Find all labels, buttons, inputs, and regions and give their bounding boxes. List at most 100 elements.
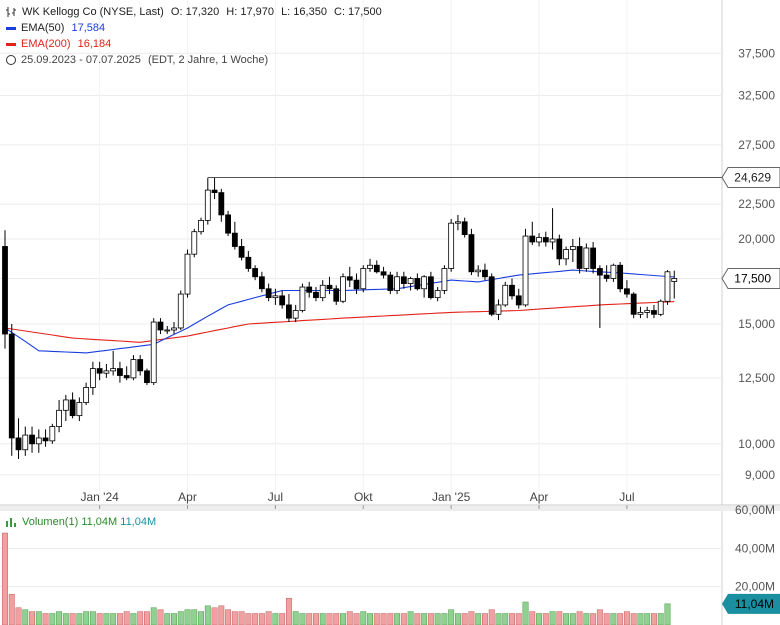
candle-body xyxy=(434,290,441,299)
volume-bar xyxy=(245,613,252,625)
volume-bar xyxy=(367,613,373,625)
volume-bar xyxy=(313,613,319,625)
candle-body xyxy=(529,235,536,243)
volume-bar xyxy=(258,613,265,625)
volume-bar xyxy=(42,613,49,625)
volume-bar xyxy=(509,613,515,625)
ema200-label: EMA(200) xyxy=(21,38,71,50)
candle-body xyxy=(117,368,123,376)
close-value: C: 17,500 xyxy=(334,6,382,18)
volume-tick-label: 60,00M xyxy=(735,503,775,517)
candle-body xyxy=(69,399,76,417)
candle-body xyxy=(252,268,259,278)
time-tick-label: Jul xyxy=(268,490,283,504)
candle-body xyxy=(326,284,333,290)
volume-bar xyxy=(495,613,502,625)
candle-body xyxy=(407,278,414,284)
volume-bar xyxy=(279,613,286,625)
volume-current-label: 11,04M xyxy=(735,597,774,611)
volume-bar xyxy=(110,613,117,625)
volume-bar xyxy=(421,613,428,625)
candle-body xyxy=(583,247,590,269)
volume-bar xyxy=(488,609,495,625)
volume-bar xyxy=(623,611,630,625)
candle-body xyxy=(441,268,448,291)
volume-bar xyxy=(130,613,137,625)
candle-body xyxy=(272,295,279,299)
volume-bar xyxy=(116,613,123,625)
candle-body xyxy=(49,426,56,442)
candle-body xyxy=(191,231,198,255)
legend-title-row: WK Kellogg Co (NYSE, Last) O: 17,320 H: … xyxy=(6,4,382,20)
volume-bar xyxy=(299,613,306,625)
current-price-label: 17,500 xyxy=(734,271,771,285)
candle-body xyxy=(340,276,346,302)
candle-body xyxy=(286,304,292,319)
candle-body xyxy=(664,271,671,302)
volume-bar xyxy=(2,532,8,625)
volume-bar xyxy=(56,611,63,625)
candle-body xyxy=(299,286,306,311)
candle-body xyxy=(590,247,597,269)
time-tick-label: Apr xyxy=(178,490,197,504)
candle-body xyxy=(333,288,340,302)
volume-bar xyxy=(272,613,279,625)
candle-body xyxy=(360,268,367,290)
candle-body xyxy=(137,359,144,372)
candle-body xyxy=(306,286,313,293)
candle-body xyxy=(198,219,204,233)
current-price-badge xyxy=(721,267,780,289)
open-value: O: 17,320 xyxy=(170,6,220,18)
legend-ema50-row[interactable]: EMA(50) 17,584 xyxy=(6,20,105,36)
candle-body xyxy=(62,399,69,411)
price-tick-label: 32,500 xyxy=(738,89,775,103)
candle-body xyxy=(2,246,8,335)
volume-bar xyxy=(225,609,232,625)
candle-body xyxy=(319,284,326,299)
candle-body xyxy=(603,274,610,279)
volume-bar xyxy=(292,611,299,625)
candle-body xyxy=(522,235,529,306)
candle-body xyxy=(83,387,90,403)
candle-body xyxy=(225,214,231,234)
time-tick-label: Okt xyxy=(354,490,373,504)
legend-ema200-row[interactable]: EMA(200) 16,184 xyxy=(6,36,111,52)
candle-body xyxy=(373,264,380,273)
candle-body xyxy=(468,234,475,273)
pane-separator xyxy=(0,506,780,511)
volume-bar xyxy=(177,611,184,625)
volume-bar xyxy=(96,613,103,625)
price-tick-label: 10,000 xyxy=(738,437,775,451)
candle-body xyxy=(624,288,630,295)
candle-body xyxy=(637,312,644,315)
volume-bar xyxy=(35,611,42,625)
volume-bar xyxy=(576,611,583,625)
candle-body xyxy=(644,310,651,313)
candle-body xyxy=(157,321,164,331)
volume-bar xyxy=(137,611,144,625)
candle-body xyxy=(76,402,83,417)
reference-price-badge xyxy=(721,166,780,188)
candle-body xyxy=(617,264,624,290)
instrument-title: WK Kellogg Co (NYSE, Last) xyxy=(22,6,164,18)
volume-bar xyxy=(191,609,198,625)
candle-body xyxy=(353,279,360,290)
candle-body xyxy=(184,253,191,295)
date-range: 25.09.2023 - 07.07.2025 xyxy=(21,54,141,66)
price-tick-label: 27,500 xyxy=(738,138,775,152)
candle-body xyxy=(630,293,637,315)
volume-legend[interactable]: Volumen(1) 11,04M 11,04M xyxy=(6,516,156,528)
volume-bar xyxy=(454,613,461,625)
volume-bar xyxy=(542,613,549,625)
candle-body xyxy=(455,221,461,224)
volume-bar xyxy=(441,613,448,625)
volume-current-badge xyxy=(722,593,780,614)
candle-body xyxy=(144,370,150,384)
volume-bar xyxy=(556,611,563,625)
candle-body xyxy=(549,238,556,243)
candle-body xyxy=(110,368,117,372)
volume-bar xyxy=(218,605,225,625)
volume-bar xyxy=(461,613,468,625)
volume-bar xyxy=(103,613,110,625)
